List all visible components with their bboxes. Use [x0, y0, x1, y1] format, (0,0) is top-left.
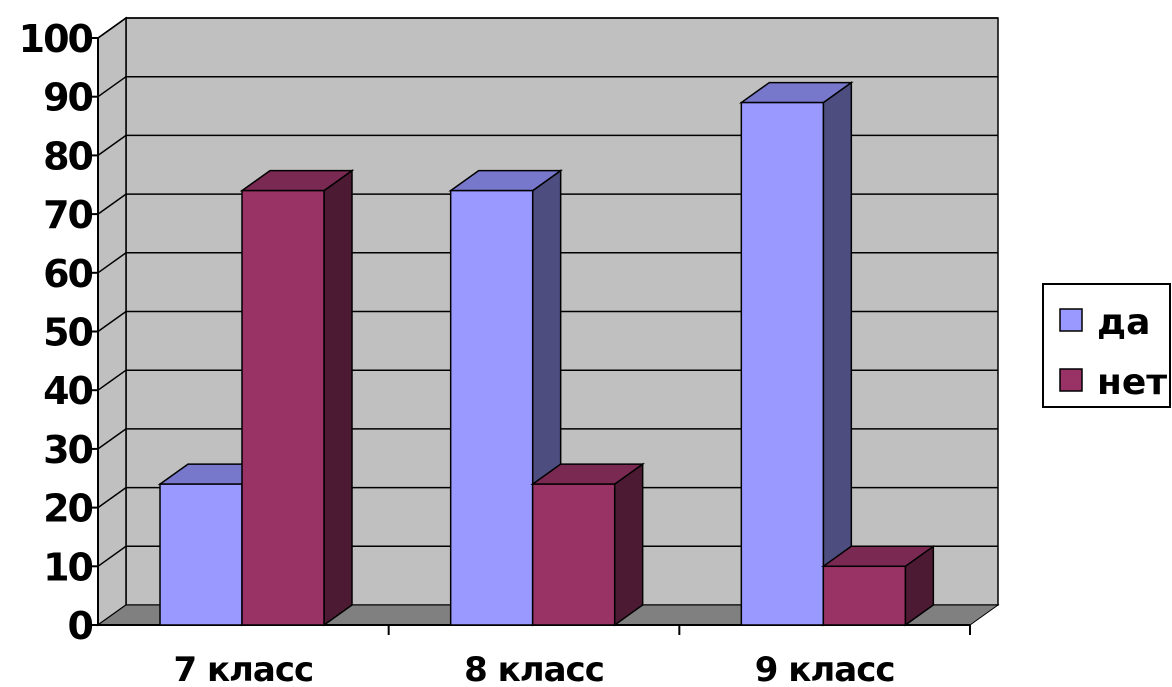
bar-front — [449, 189, 534, 626]
legend-swatch-net — [1059, 368, 1083, 392]
gridline — [97, 75, 998, 98]
bar-side — [613, 462, 644, 627]
gridline — [97, 545, 998, 567]
x-tick-labels: 7 класс 8 класс 9 класс — [173, 650, 895, 687]
legend-label-da: да — [1097, 302, 1150, 343]
legend: да нет — [1042, 283, 1171, 408]
bar-front — [159, 483, 243, 626]
gridline — [97, 193, 998, 215]
y-tick-label: 30 — [43, 428, 92, 472]
legend-swatch-da — [1059, 308, 1083, 332]
bar-1-1 — [530, 462, 646, 627]
gridline — [97, 252, 998, 274]
bar-side — [323, 169, 353, 627]
y-tick-label: 50 — [43, 311, 92, 355]
grid-lines — [97, 17, 998, 567]
bar-1-0 — [448, 169, 564, 627]
gridline — [97, 486, 998, 509]
x-tick-label: 8 класс — [464, 650, 604, 687]
bar-front — [740, 101, 825, 626]
gridline — [97, 310, 998, 333]
bar-2-1 — [820, 544, 936, 627]
bar-front — [531, 483, 616, 626]
bar-side — [822, 81, 853, 627]
y-tick-label: 20 — [43, 487, 92, 531]
bar-2-0 — [738, 81, 854, 627]
y-tick-label: 0 — [68, 604, 93, 648]
y-tick-label: 10 — [43, 545, 92, 589]
y-tick-label: 100 — [19, 17, 93, 61]
gridline — [97, 428, 998, 450]
y-tick-label: 70 — [43, 193, 92, 237]
y-tick-label: 60 — [43, 252, 92, 296]
gridline — [97, 17, 998, 39]
bars — [157, 81, 936, 627]
x-tick-label: 7 класс — [173, 650, 313, 687]
y-tick-label: 80 — [43, 134, 92, 178]
bar-0-1 — [239, 169, 355, 627]
y-tick-label: 90 — [43, 76, 92, 120]
legend-label-net: нет — [1097, 362, 1167, 403]
bar-front — [241, 189, 325, 626]
gridline — [97, 369, 998, 391]
y-tick-labels: 0 10 20 30 40 50 60 70 80 90 100 — [19, 17, 95, 648]
gridline — [97, 134, 998, 157]
y-tick-label: 40 — [43, 369, 92, 413]
bar-front — [822, 565, 907, 626]
x-tick-label: 9 класс — [755, 650, 895, 687]
